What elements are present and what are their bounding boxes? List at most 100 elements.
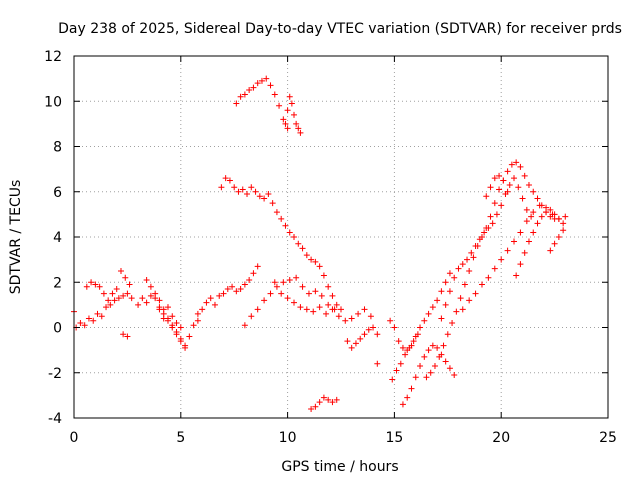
data-point bbox=[478, 281, 485, 288]
data-point bbox=[355, 310, 362, 317]
data-point bbox=[107, 301, 114, 308]
data-point bbox=[229, 283, 236, 290]
data-point bbox=[224, 286, 231, 293]
data-point bbox=[538, 213, 545, 220]
data-point bbox=[493, 211, 500, 218]
y-tick-label: 4 bbox=[53, 230, 62, 246]
data-point bbox=[536, 202, 543, 209]
data-point bbox=[265, 191, 272, 198]
data-point bbox=[485, 224, 492, 231]
data-point bbox=[446, 270, 453, 277]
data-point bbox=[487, 213, 494, 220]
data-point bbox=[299, 283, 306, 290]
y-tick-label: 8 bbox=[53, 140, 62, 156]
data-point bbox=[267, 82, 274, 89]
data-point bbox=[88, 279, 95, 286]
data-point bbox=[429, 304, 436, 311]
data-point bbox=[169, 313, 176, 320]
data-point bbox=[525, 181, 532, 188]
x-tick-label: 0 bbox=[70, 430, 79, 446]
data-point bbox=[410, 338, 417, 345]
data-point bbox=[500, 177, 507, 184]
data-point bbox=[515, 184, 522, 191]
data-point bbox=[487, 184, 494, 191]
data-point bbox=[365, 326, 372, 333]
data-point bbox=[278, 290, 285, 297]
data-point bbox=[459, 261, 466, 268]
series-arc-k bbox=[218, 175, 344, 313]
data-point bbox=[282, 120, 289, 127]
data-point bbox=[250, 270, 257, 277]
data-point bbox=[310, 308, 317, 315]
series-arc-x bbox=[513, 206, 567, 279]
data-point bbox=[282, 222, 289, 229]
data-point bbox=[117, 267, 124, 274]
data-point bbox=[472, 290, 479, 297]
data-point bbox=[329, 306, 336, 313]
data-point bbox=[143, 276, 150, 283]
data-point bbox=[286, 229, 293, 236]
axis-ticks: 0 5 10 15 20 25 -4 -2 0 2 4 6 8 10 12 bbox=[44, 49, 617, 446]
data-point bbox=[286, 276, 293, 283]
data-point bbox=[329, 292, 336, 299]
data-point bbox=[156, 297, 163, 304]
data-point bbox=[235, 188, 242, 195]
data-point bbox=[280, 279, 287, 286]
data-point bbox=[241, 91, 248, 98]
series-arc-p bbox=[374, 360, 381, 367]
data-point bbox=[395, 338, 402, 345]
data-point bbox=[504, 247, 511, 254]
data-point bbox=[491, 200, 498, 207]
data-point bbox=[442, 358, 449, 365]
data-point bbox=[399, 344, 406, 351]
data-point bbox=[122, 274, 129, 281]
series-arc-d bbox=[120, 331, 131, 340]
series-arc-y bbox=[547, 227, 567, 254]
data-point bbox=[551, 240, 558, 247]
data-point bbox=[113, 286, 120, 293]
data-point bbox=[472, 243, 479, 250]
data-point bbox=[288, 100, 295, 107]
data-point bbox=[551, 211, 558, 218]
series-arc-q bbox=[387, 270, 453, 354]
data-point bbox=[109, 290, 116, 297]
data-point bbox=[438, 288, 445, 295]
data-point bbox=[399, 401, 406, 408]
data-point bbox=[504, 188, 511, 195]
data-point bbox=[481, 229, 488, 236]
data-point bbox=[312, 288, 319, 295]
data-point bbox=[124, 333, 131, 340]
data-point bbox=[291, 234, 298, 240]
data-point bbox=[506, 181, 513, 188]
series-arc-c bbox=[117, 267, 133, 288]
data-point bbox=[470, 254, 477, 261]
data-point bbox=[248, 313, 255, 320]
data-point bbox=[423, 374, 430, 381]
data-point bbox=[83, 283, 90, 290]
data-point bbox=[440, 342, 447, 349]
data-point bbox=[521, 249, 528, 256]
data-point bbox=[273, 283, 280, 290]
data-point bbox=[241, 322, 248, 329]
data-point bbox=[203, 299, 210, 306]
data-point bbox=[276, 102, 283, 109]
data-point bbox=[468, 249, 475, 256]
y-tick-label: 0 bbox=[53, 321, 62, 337]
data-point bbox=[434, 297, 441, 304]
data-point bbox=[457, 295, 464, 302]
data-point bbox=[246, 276, 253, 283]
data-point bbox=[444, 331, 451, 338]
y-tick-label: -4 bbox=[48, 411, 62, 427]
data-point bbox=[352, 340, 359, 347]
data-point bbox=[250, 84, 257, 91]
data-point bbox=[126, 281, 133, 288]
data-point bbox=[316, 399, 323, 406]
series-arc-w bbox=[483, 172, 511, 200]
data-point bbox=[111, 297, 118, 304]
data-point bbox=[511, 175, 518, 182]
data-point bbox=[517, 163, 524, 170]
data-point bbox=[177, 335, 184, 342]
data-point bbox=[256, 193, 263, 200]
series-arc-s bbox=[399, 342, 458, 408]
data-point bbox=[312, 258, 319, 265]
